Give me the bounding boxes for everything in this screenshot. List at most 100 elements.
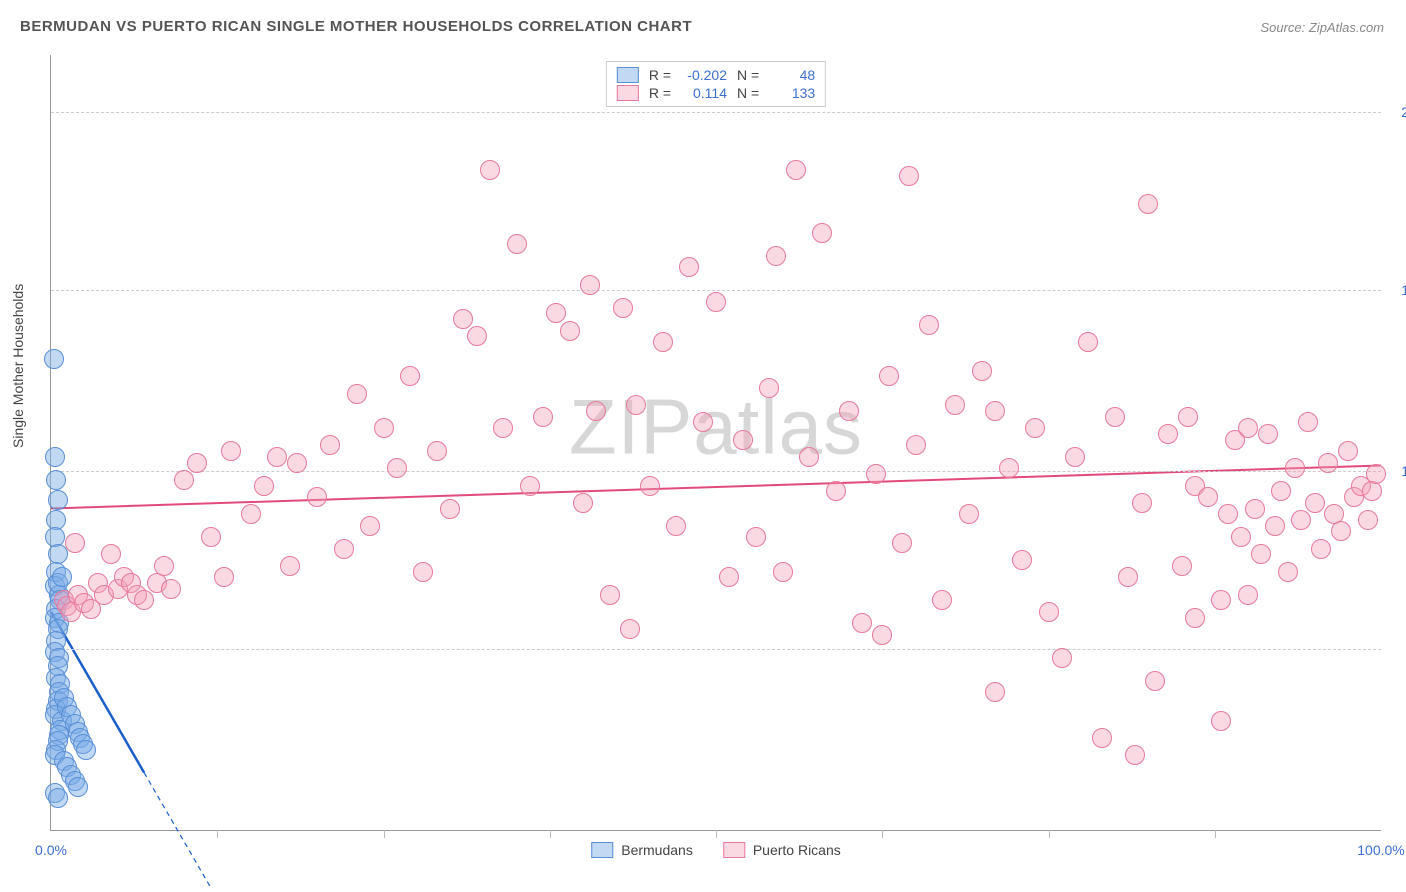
x-minor-tick	[217, 830, 218, 838]
data-point	[413, 562, 433, 582]
data-point	[68, 777, 88, 797]
data-point	[334, 539, 354, 559]
r-label: R =	[649, 67, 671, 83]
r-value-puerto-ricans: 0.114	[681, 85, 727, 101]
data-point	[1172, 556, 1192, 576]
data-point	[640, 476, 660, 496]
data-point	[985, 401, 1005, 421]
x-minor-tick	[384, 830, 385, 838]
data-point	[44, 349, 64, 369]
data-point	[1145, 671, 1165, 691]
correlation-legend: R = -0.202 N = 48 R = 0.114 N = 133	[606, 61, 826, 107]
data-point	[45, 447, 65, 467]
data-point	[427, 441, 447, 461]
data-point	[1052, 648, 1072, 668]
n-label: N =	[737, 67, 759, 83]
data-point	[1331, 521, 1351, 541]
data-point	[1118, 567, 1138, 587]
data-point	[786, 160, 806, 180]
series-name-puerto-ricans: Puerto Ricans	[753, 842, 841, 858]
data-point	[1178, 407, 1198, 427]
data-point	[812, 223, 832, 243]
data-point	[1338, 441, 1358, 461]
data-point	[799, 447, 819, 467]
data-point	[1238, 585, 1258, 605]
data-point	[919, 315, 939, 335]
data-point	[666, 516, 686, 536]
data-point	[1265, 516, 1285, 536]
data-point	[1291, 510, 1311, 530]
plot-area: ZIPatlas R = -0.202 N = 48 R = 0.114 N =…	[50, 55, 1381, 831]
data-point	[400, 366, 420, 386]
data-point	[719, 567, 739, 587]
gridline-h	[51, 112, 1381, 113]
data-point	[52, 567, 72, 587]
r-value-bermudans: -0.202	[681, 67, 727, 83]
x-minor-tick	[550, 830, 551, 838]
data-point	[766, 246, 786, 266]
data-point	[892, 533, 912, 553]
data-point	[653, 332, 673, 352]
data-point	[1278, 562, 1298, 582]
source-attribution: Source: ZipAtlas.com	[1260, 20, 1384, 35]
data-point	[1311, 539, 1331, 559]
data-point	[453, 309, 473, 329]
data-point	[174, 470, 194, 490]
data-point	[214, 567, 234, 587]
data-point	[773, 562, 793, 582]
data-point	[48, 490, 68, 510]
data-point	[1218, 504, 1238, 524]
watermark: ZIPatlas	[569, 382, 863, 473]
data-point	[1039, 602, 1059, 622]
data-point	[899, 166, 919, 186]
data-point	[733, 430, 753, 450]
data-point	[959, 504, 979, 524]
data-point	[1092, 728, 1112, 748]
data-point	[65, 533, 85, 553]
gridline-h	[51, 471, 1381, 472]
y-axis-title: Single Mother Households	[10, 284, 26, 448]
data-point	[480, 160, 500, 180]
data-point	[1025, 418, 1045, 438]
data-point	[999, 458, 1019, 478]
data-point	[493, 418, 513, 438]
data-point	[533, 407, 553, 427]
data-point	[387, 458, 407, 478]
x-tick-label: 100.0%	[1357, 842, 1404, 858]
data-point	[360, 516, 380, 536]
data-point	[101, 544, 121, 564]
data-point	[134, 590, 154, 610]
data-point	[440, 499, 460, 519]
data-point	[872, 625, 892, 645]
data-point	[932, 590, 952, 610]
data-point	[759, 378, 779, 398]
correlation-chart: BERMUDAN VS PUERTO RICAN SINGLE MOTHER H…	[0, 0, 1406, 892]
data-point	[287, 453, 307, 473]
legend-item-bermudans: Bermudans	[591, 842, 693, 858]
n-label: N =	[737, 85, 759, 101]
legend-row-bermudans: R = -0.202 N = 48	[617, 66, 815, 84]
n-value-puerto-ricans: 133	[769, 85, 815, 101]
data-point	[600, 585, 620, 605]
data-point	[187, 453, 207, 473]
data-point	[154, 556, 174, 576]
data-point	[1211, 711, 1231, 731]
data-point	[46, 470, 66, 490]
data-point	[1198, 487, 1218, 507]
data-point	[826, 481, 846, 501]
swatch-puerto-ricans	[617, 85, 639, 101]
data-point	[467, 326, 487, 346]
x-minor-tick	[716, 830, 717, 838]
data-point	[879, 366, 899, 386]
data-point	[1366, 464, 1386, 484]
data-point	[679, 257, 699, 277]
x-minor-tick	[1215, 830, 1216, 838]
data-point	[706, 292, 726, 312]
data-point	[1245, 499, 1265, 519]
y-tick-label: 25.0%	[1386, 104, 1406, 120]
r-label: R =	[649, 85, 671, 101]
data-point	[48, 788, 68, 808]
x-minor-tick	[1049, 830, 1050, 838]
data-point	[972, 361, 992, 381]
legend-item-puerto-ricans: Puerto Ricans	[723, 842, 841, 858]
